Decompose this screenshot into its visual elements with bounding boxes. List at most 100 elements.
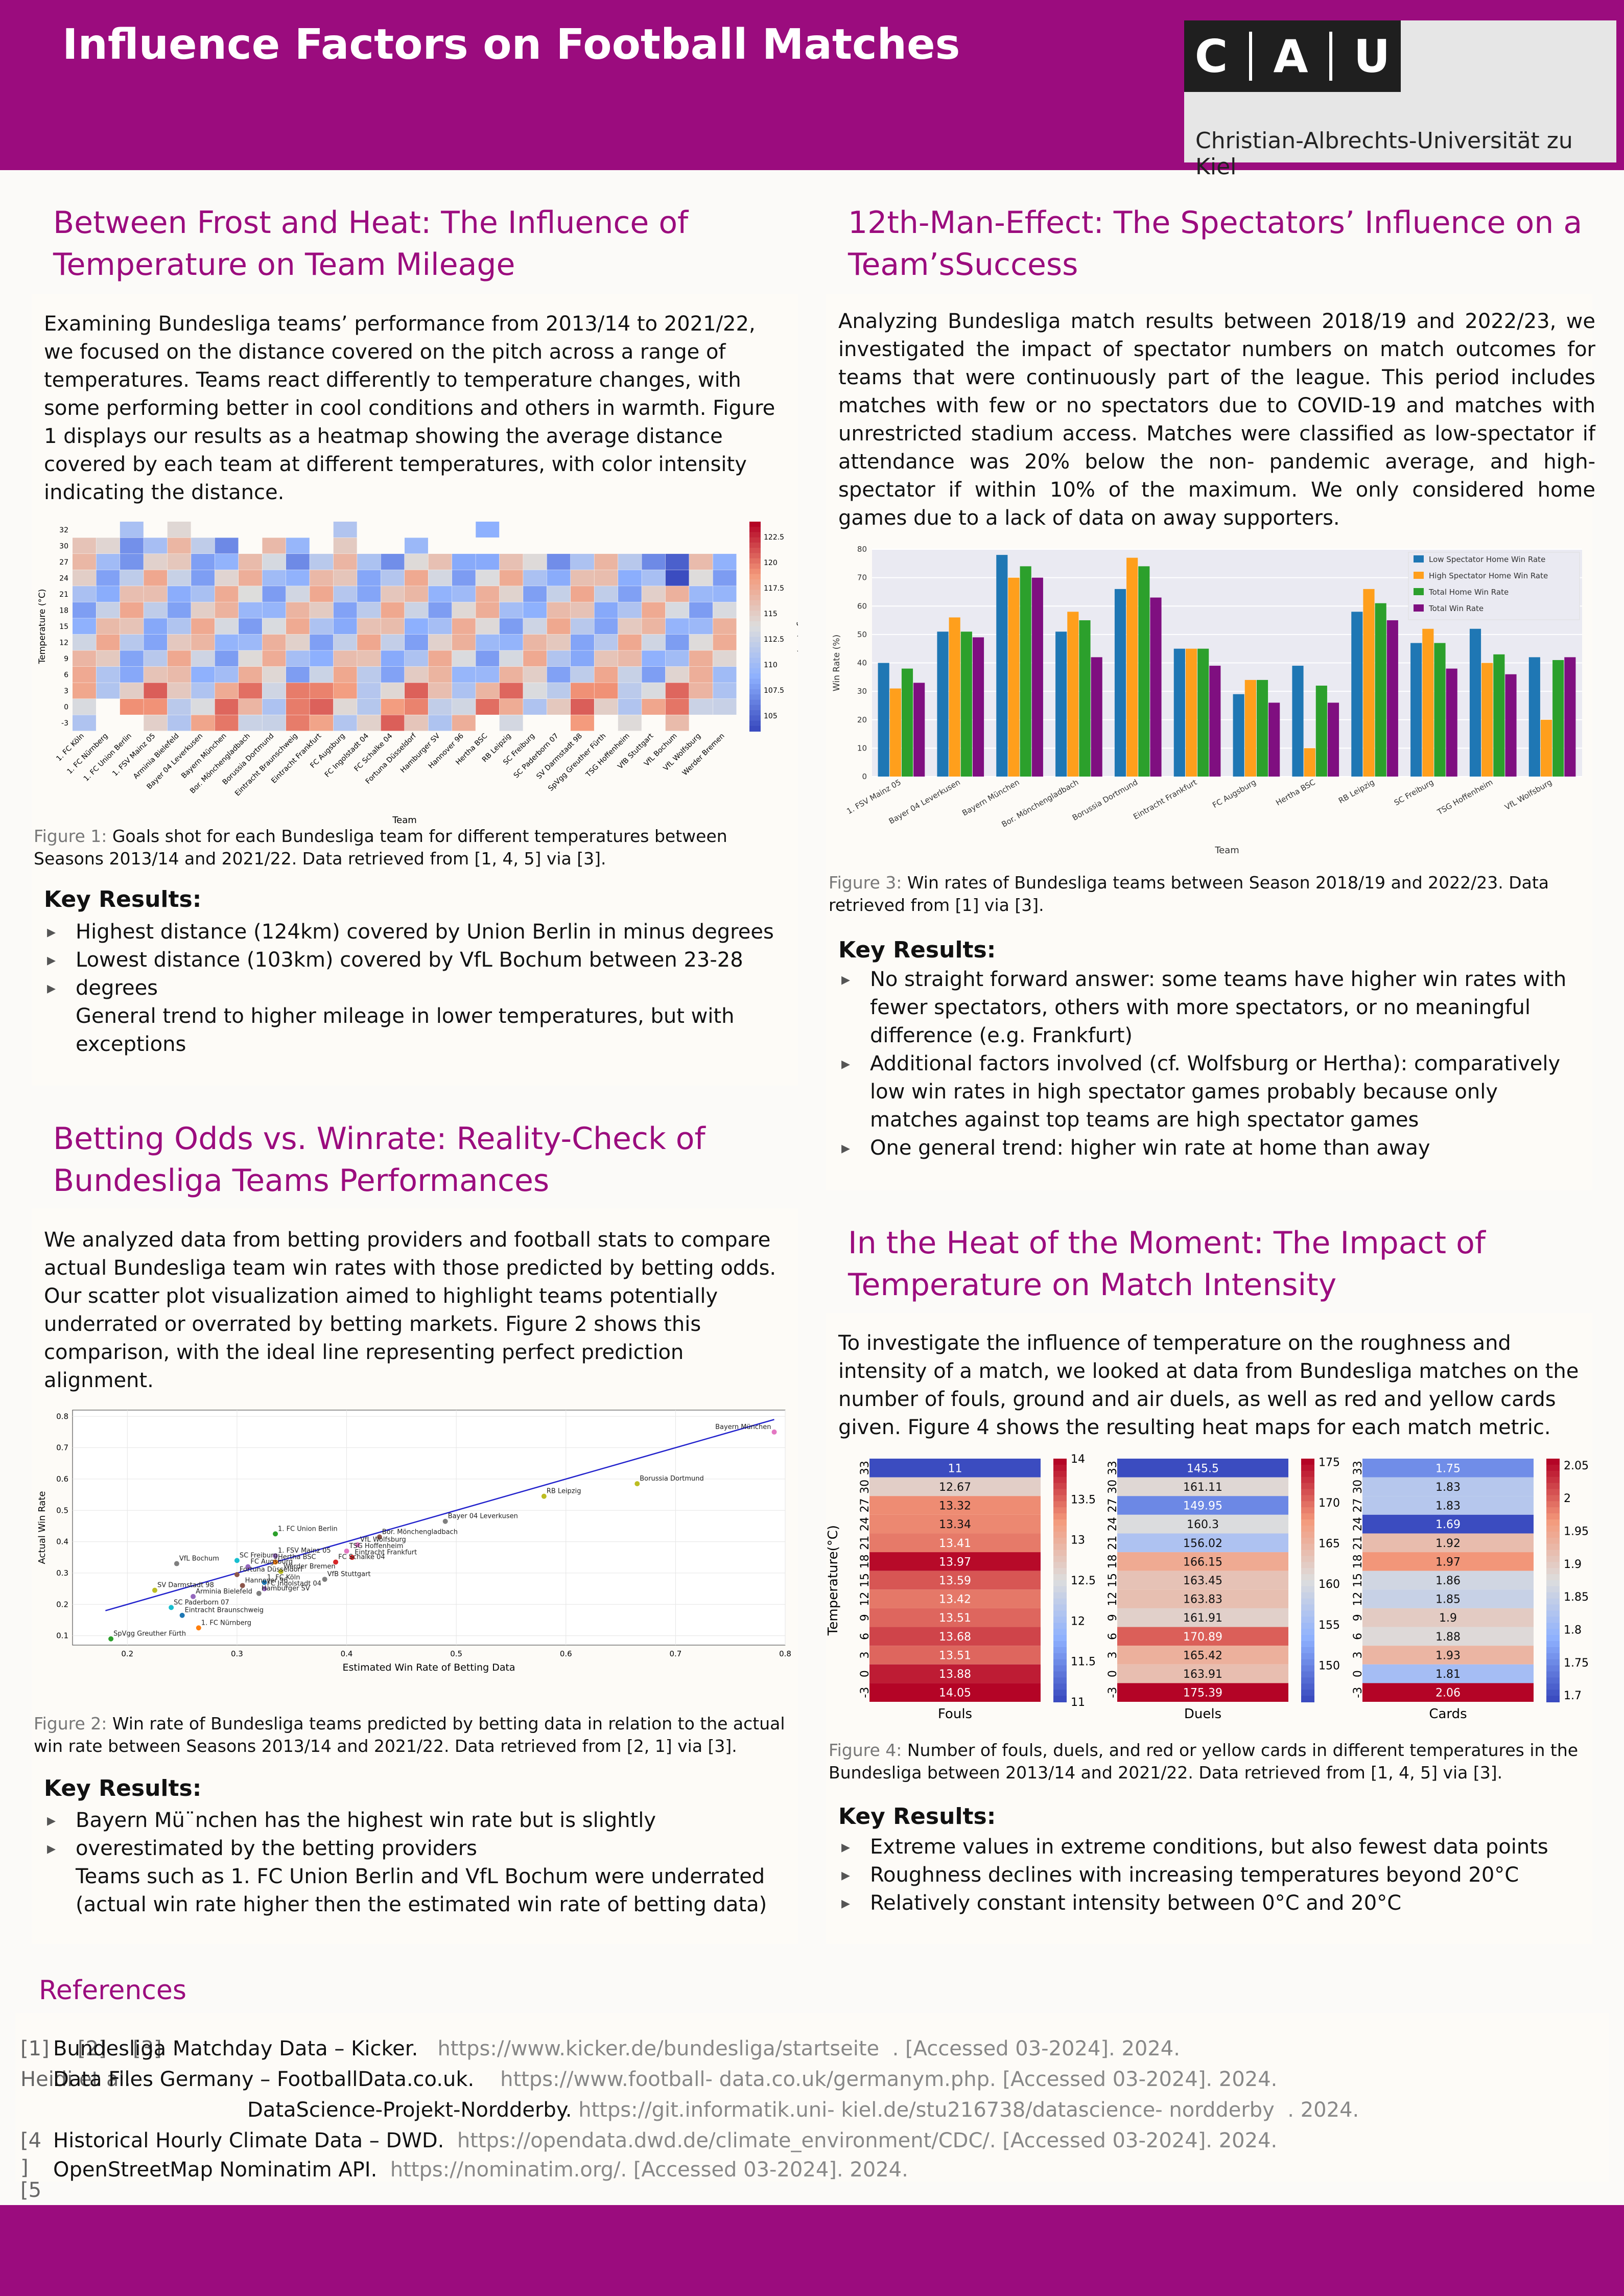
heatmap-cell: [96, 683, 120, 699]
colorbar-segment: [1546, 1629, 1560, 1636]
heatmap-cell: [405, 586, 428, 602]
heatmap-cell: [1362, 1514, 1534, 1534]
colorbar-segment: [1301, 1525, 1314, 1532]
heatmap-cell: [73, 537, 96, 554]
colorbar-segment: [1053, 1671, 1067, 1678]
heatmap-cell: [191, 586, 215, 602]
key-result-item: degrees: [44, 974, 795, 1002]
colorbar-segment: [1301, 1543, 1314, 1551]
heatmap-cell: [286, 586, 310, 602]
heatmap-cell: [96, 618, 120, 635]
cell-value: 1.86: [1435, 1575, 1461, 1587]
colorbar-tick: 170: [1319, 1497, 1340, 1510]
y-tick-label: 0.6: [56, 1474, 68, 1484]
heatmap-cell: [215, 698, 239, 715]
reference-access: . [Accessed 03-2024]. 2024.: [892, 2037, 1180, 2060]
colorbar-segment: [1053, 1470, 1067, 1478]
reference-link[interactable]: https://git.informatik.uni- kiel.de/stu2…: [578, 2098, 1275, 2122]
reference-name: Data Files Germany – FootballData.co.uk.: [53, 2068, 475, 2091]
reference-name: Historical Hourly Climate Data – DWD.: [53, 2129, 444, 2152]
colorbar-segment: [1053, 1543, 1067, 1551]
heatmap-cell: [452, 570, 476, 586]
heatmap-cell: [476, 602, 500, 618]
cell-value: 1.97: [1435, 1556, 1461, 1568]
reference-link[interactable]: https://nominatim.org/: [390, 2158, 621, 2182]
reference-5-entry: OpenStreetMap Nominatim API. https://nom…: [53, 2157, 908, 2183]
colorbar-segment: [749, 705, 761, 711]
point-label: Fortuna Düsseldorf: [240, 1566, 303, 1574]
heatmap-cell: [381, 650, 405, 667]
heatmap-cell: [333, 602, 357, 618]
heatmap-cell: [286, 570, 310, 586]
heatmap-cell: [452, 683, 476, 699]
section-4-key-results-title: Key Results:: [838, 1803, 996, 1830]
bar: [913, 683, 925, 777]
reference-3-entry: DataScience-Projekt-Nordderby. https://g…: [247, 2097, 1359, 2123]
university-logo: C A U Christian-Albrechts-Universität zu…: [1184, 20, 1616, 180]
y-tick-label: 18: [859, 1554, 872, 1568]
x-axis-label: Team: [392, 815, 417, 825]
x-tick-label: FC Ingolstadt 04: [323, 732, 370, 779]
section-1-title: Between Frost and Heat: The Influence of…: [53, 202, 688, 286]
colorbar-segment: [749, 543, 761, 549]
colorbar-segment: [1301, 1623, 1314, 1630]
point-label: FC Augsburg: [250, 1558, 293, 1566]
y-tick-label: 12: [1352, 1592, 1364, 1606]
heatmap-cell: [215, 537, 239, 554]
bar: [1446, 668, 1457, 777]
y-tick-label: 24: [1352, 1517, 1364, 1531]
bar: [1055, 631, 1067, 777]
reference-number: ]: [20, 2156, 29, 2180]
heatmap-cell: [665, 666, 689, 683]
y-tick-label: 21: [1107, 1536, 1119, 1550]
heatmap-cell: [333, 570, 357, 586]
colorbar-segment: [1301, 1519, 1314, 1526]
heatmap-cell: [713, 554, 737, 570]
heatmap-cell: [286, 698, 310, 715]
colorbar-segment: [749, 611, 761, 617]
heatmap-cell: [571, 618, 594, 635]
heatmap-cell: [215, 570, 239, 586]
university-name: Christian-Albrechts-Universität zu Kiel: [1195, 128, 1573, 180]
heatmap-cell: [428, 698, 452, 715]
reference-link[interactable]: https://www.football- data.co.uk/germany…: [500, 2068, 990, 2091]
bar: [1233, 694, 1244, 777]
heatmap-cell: [571, 602, 594, 618]
heatmap-cell: [1117, 1533, 1288, 1553]
heatmap-cell: [1362, 1608, 1534, 1627]
y-tick-label: -3: [859, 1687, 872, 1698]
scatter-point: [169, 1605, 174, 1610]
scatter-point: [322, 1577, 327, 1582]
colorbar-tick: 13.5: [1071, 1493, 1096, 1506]
y-tick-label: 33: [1107, 1461, 1119, 1475]
heatmap-cell: [144, 683, 168, 699]
heatmap-cell: [428, 715, 452, 731]
y-tick-label: 70: [857, 573, 867, 582]
colorbar-segment: [1546, 1610, 1560, 1618]
heatmap-cell: [499, 634, 523, 650]
heatmap-cell: [571, 586, 594, 602]
cell-value: 13.32: [939, 1500, 971, 1513]
colorbar-tick: 115: [764, 610, 778, 618]
x-tick-label: Arminia Bielefeld: [132, 732, 181, 781]
heatmap-cell: [523, 683, 547, 699]
x-tick-label: 0.2: [121, 1649, 133, 1658]
heatmap-cell: [713, 634, 737, 650]
scatter-point: [273, 1531, 278, 1537]
heatmap-cell: [262, 537, 286, 554]
key-result-item: One general trend: higher win rate at ho…: [838, 1134, 1589, 1162]
y-tick-label: 24: [859, 1517, 872, 1531]
reference-link[interactable]: https://www.kicker.de/bundesliga/startse…: [437, 2037, 880, 2060]
y-tick-label: 12: [59, 639, 68, 647]
colorbar-segment: [1546, 1562, 1560, 1569]
heatmap-cell: [286, 666, 310, 683]
colorbar-segment: [1301, 1616, 1314, 1624]
reference-link[interactable]: https://opendata.dwd.de/climate_environm…: [457, 2129, 990, 2152]
colorbar-segment: [749, 590, 761, 596]
x-tick-label: SC Freiburg: [1393, 778, 1435, 808]
heatmap-cell: [499, 618, 523, 635]
heatmap-cell: [144, 666, 168, 683]
bar: [1244, 680, 1256, 777]
colorbar-segment: [1301, 1653, 1314, 1660]
scatter-point: [179, 1612, 185, 1618]
